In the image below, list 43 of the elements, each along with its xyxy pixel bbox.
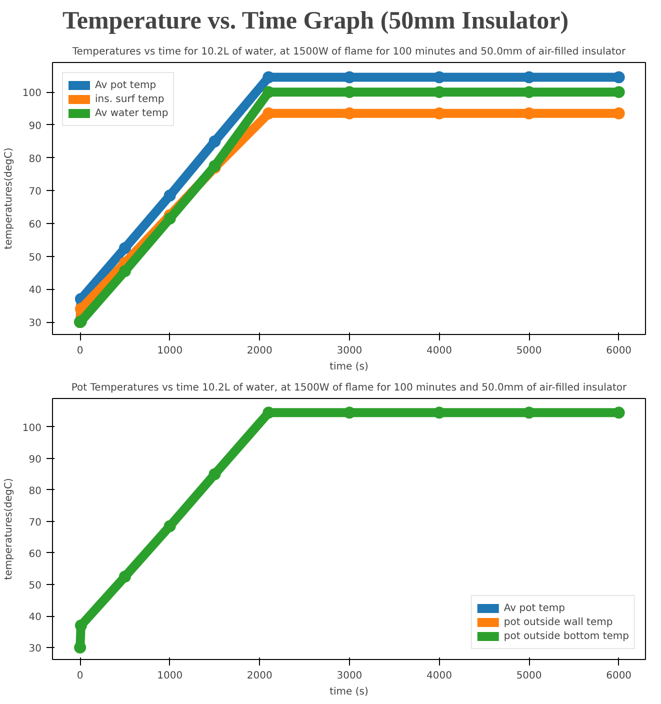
x-tick-label: 4000 — [426, 670, 452, 682]
chart-title: Temperature vs. Time Graph (50mm Insulator) — [62, 8, 569, 34]
y-axis-title: temperatures(degC) — [3, 148, 14, 250]
y-tick-label: 100 — [22, 422, 42, 434]
y-tick-label: 90 — [28, 120, 42, 132]
y-tick-label: 60 — [28, 219, 42, 230]
x-tick-label: 0 — [76, 670, 84, 682]
x-tick-label: 3000 — [336, 346, 362, 356]
y-tick-label: 70 — [28, 517, 42, 528]
y-tick-label: 80 — [28, 154, 42, 165]
x-tick-label: 0 — [76, 346, 84, 356]
legend-label: pot outside wall temp — [504, 616, 613, 629]
y-tick-label: 40 — [28, 285, 42, 296]
x-tick-label: 4000 — [426, 346, 452, 356]
y-tick-label: 50 — [28, 252, 42, 264]
y-tick-label: 70 — [28, 186, 42, 198]
y-tick-label: 50 — [28, 580, 42, 592]
y-tick-label: 30 — [28, 318, 42, 330]
legend-label: Av pot temp — [95, 78, 156, 92]
y-axis-title: temperatures(degC) — [3, 478, 14, 580]
x-tick-label: 1000 — [157, 670, 183, 682]
y-tick-label: 30 — [28, 644, 42, 655]
legend-label: Av water temp — [95, 106, 168, 120]
legend-label: pot outside bottom temp — [504, 630, 629, 643]
y-tick-label: 80 — [28, 486, 42, 497]
y-tick-label: 60 — [28, 548, 42, 560]
y-tick-label: 40 — [28, 612, 42, 623]
x-tick-label: 1000 — [157, 346, 183, 356]
x-tick-label: 6000 — [606, 670, 632, 682]
x-tick-label: 5000 — [516, 346, 542, 356]
x-tick-label: 3000 — [336, 670, 362, 682]
y-tick-label: 90 — [28, 454, 42, 466]
chart-title: Pot Temperatures vs time 10.2L of water, at 1500W of flame for 100 minutes and 50.0mm of air-filled insulator — [71, 382, 628, 394]
x-axis-title: time (s) — [330, 362, 368, 372]
x-tick-label: 5000 — [516, 670, 542, 682]
legend-label: ins. surf temp — [95, 92, 164, 106]
x-axis-title: time (s) — [330, 686, 368, 698]
x-tick-label: 2000 — [246, 346, 272, 356]
x-tick-label: 2000 — [246, 670, 272, 682]
legend-label: Av pot temp — [504, 602, 565, 615]
chart-subtitle: Temperatures vs time for 10.2L of water, at 1500W of flame for 100 minutes and 50.0mm of air-filled insulator — [71, 46, 627, 58]
y-tick-label: 100 — [22, 88, 42, 100]
x-tick-label: 6000 — [606, 346, 632, 356]
